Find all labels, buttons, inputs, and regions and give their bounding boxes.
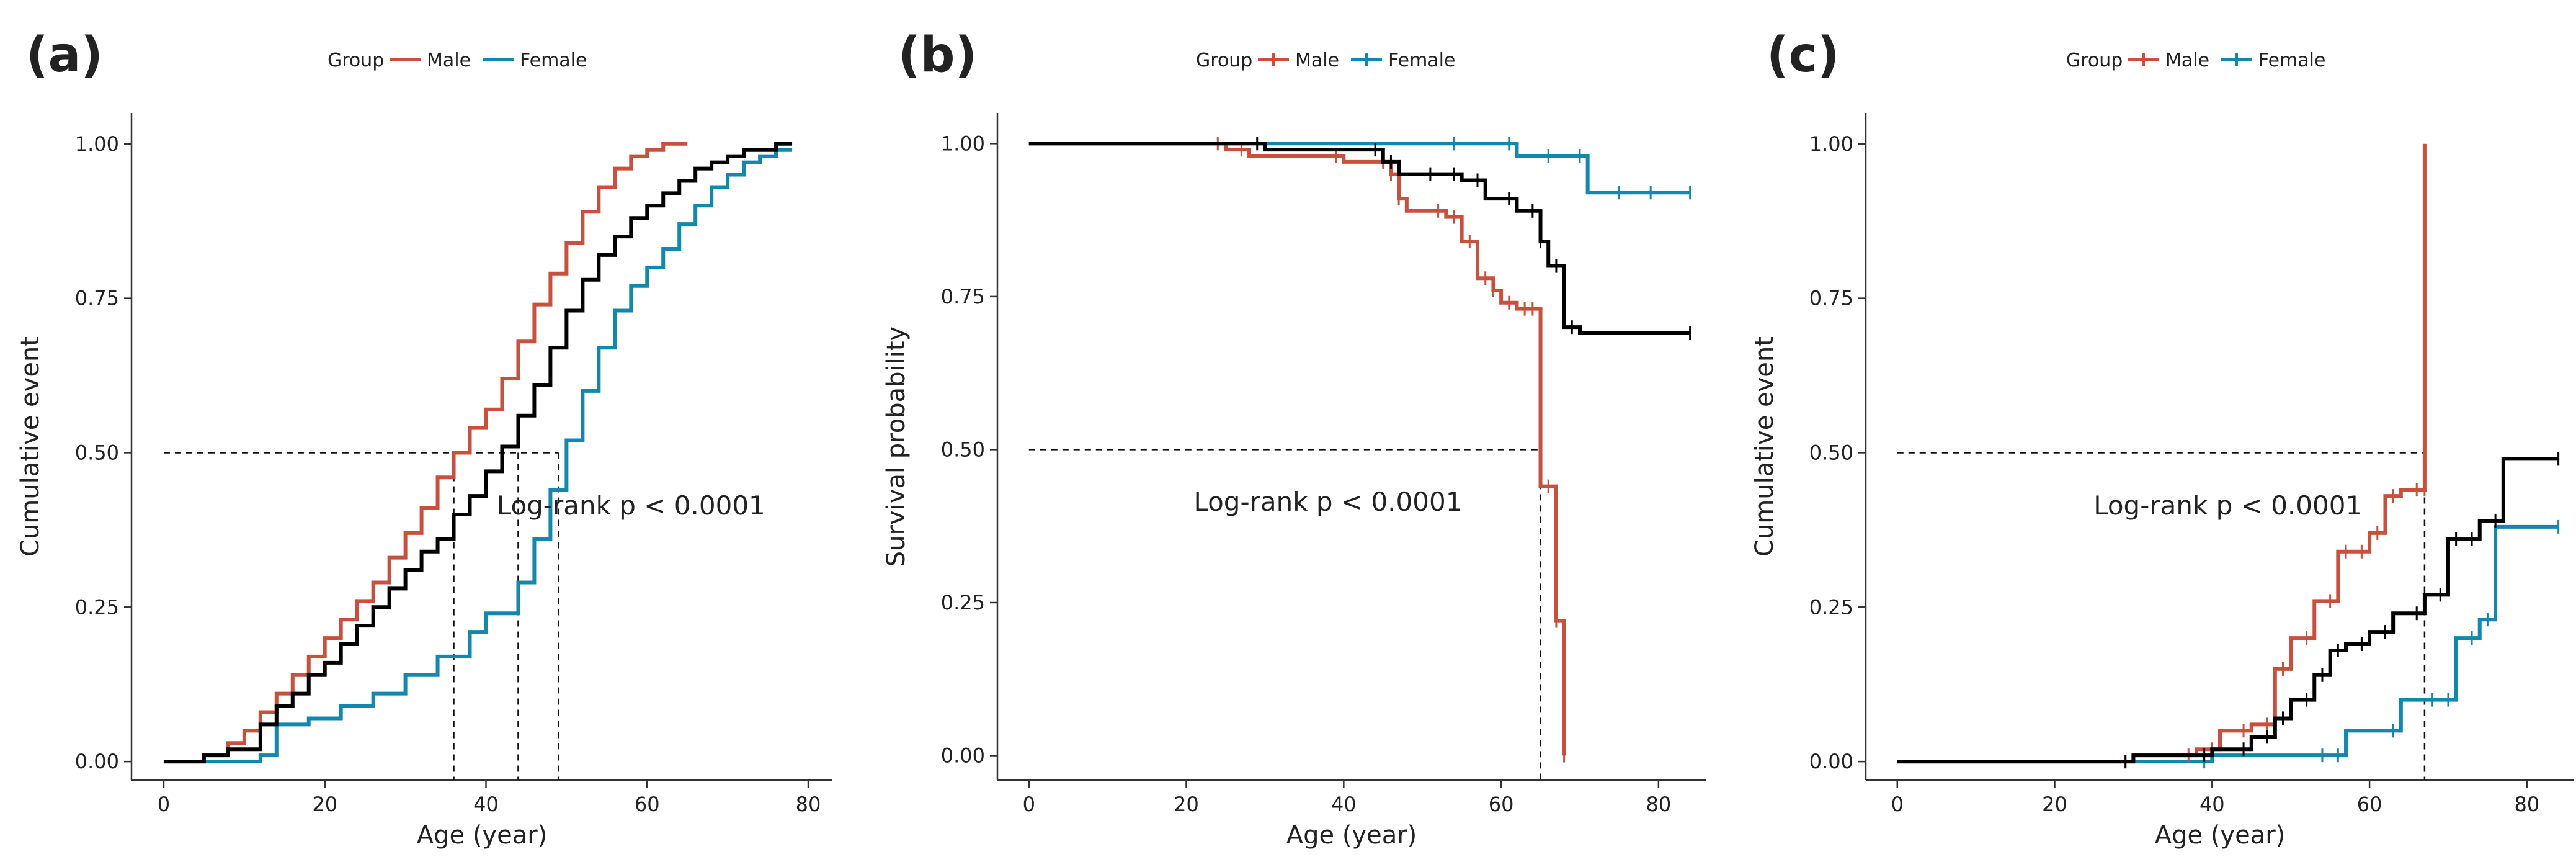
y-tick-label: 0.25 [75,595,119,619]
y-axis-title: Survival probability [882,326,911,567]
y-axis-title: Cumulative event [16,336,45,557]
panel-label: (b) [898,27,977,83]
series-overall-curve [163,142,793,764]
x-axis-title: Age (year) [417,821,548,850]
legend-entry-female-label: Female [1388,50,1455,71]
y-tick-label: 0.25 [941,591,985,614]
legend: Group Male Female [328,50,587,71]
logrank-annotation: Log-rank p < 0.0001 [2093,490,2362,521]
series-male-curve [163,142,688,764]
x-tick-label: 20 [312,793,337,816]
legend: Group Male Female [1196,50,1455,71]
series-female-curve [1028,142,1690,195]
series-male-curve [1897,143,2427,764]
x-tick-label: 0 [1023,793,1035,816]
legend-entry-female-label: Female [2258,50,2325,71]
legend-title: Group [2066,50,2123,71]
y-tick-label: 0.25 [1809,595,1853,619]
y-tick-label: 0.50 [941,438,985,461]
y-tick-label: 0.50 [1809,441,1853,464]
y-tick-label: 0.75 [75,287,119,310]
y-tick-label: 0.00 [75,750,119,773]
y-tick-label: 0.75 [941,285,985,308]
y-tick-label: 0.00 [941,744,985,768]
series-overall-curve [1028,142,1690,336]
series-male-curve [1028,142,1566,756]
x-tick-label: 20 [1174,793,1199,816]
legend-entry-male-label: Male [1295,50,1339,71]
x-tick-label: 20 [2042,793,2067,816]
x-tick-label: 80 [2515,793,2540,816]
legend-title: Group [1196,50,1252,71]
panel-a: (a) Group Male Female 0 20 40 60 80 0.00 0.25 0.50 0… [16,27,832,850]
panel-c: (c) Group Male Female 0 20 40 60 80 0.00 0.25 0.50 0… [1750,27,2574,850]
x-tick-label: 80 [796,793,821,816]
panel-label: (a) [26,27,103,83]
x-tick-label: 60 [2357,793,2382,816]
panel-label: (c) [1767,27,1840,83]
x-tick-label: 80 [1646,793,1672,816]
x-tick-label: 60 [635,793,660,816]
x-tick-label: 0 [1891,793,1904,816]
x-tick-label: 40 [473,793,499,816]
x-tick-label: 40 [2199,793,2225,816]
panel-b: (b) Group Male Female 0 20 40 60 80 0.00 0.25 0.50 0… [882,27,1706,850]
legend-entry-female-label: Female [520,50,587,71]
x-axis-title: Age (year) [2155,821,2286,850]
x-tick-label: 40 [1331,793,1357,816]
series-overall-curve [1897,457,2559,764]
x-tick-label: 60 [1489,793,1514,816]
legend: Group Male Female [2066,50,2325,71]
y-axis-title: Cumulative event [1750,336,1779,557]
logrank-annotation: Log-rank p < 0.0001 [1193,487,1462,517]
y-tick-label: 0.00 [1809,750,1853,773]
legend-entry-male-label: Male [427,50,471,71]
y-tick-label: 1.00 [1809,132,1853,156]
series-female-curve [163,148,793,764]
logrank-annotation: Log-rank p < 0.0001 [497,490,765,521]
y-tick-label: 0.50 [75,441,119,464]
y-tick-label: 0.75 [1809,287,1853,310]
y-tick-label: 1.00 [941,132,985,155]
y-tick-label: 1.00 [75,132,119,156]
legend-title: Group [328,50,384,71]
x-axis-title: Age (year) [1286,821,1417,850]
x-tick-label: 0 [158,793,170,816]
legend-entry-male-label: Male [2165,50,2209,71]
